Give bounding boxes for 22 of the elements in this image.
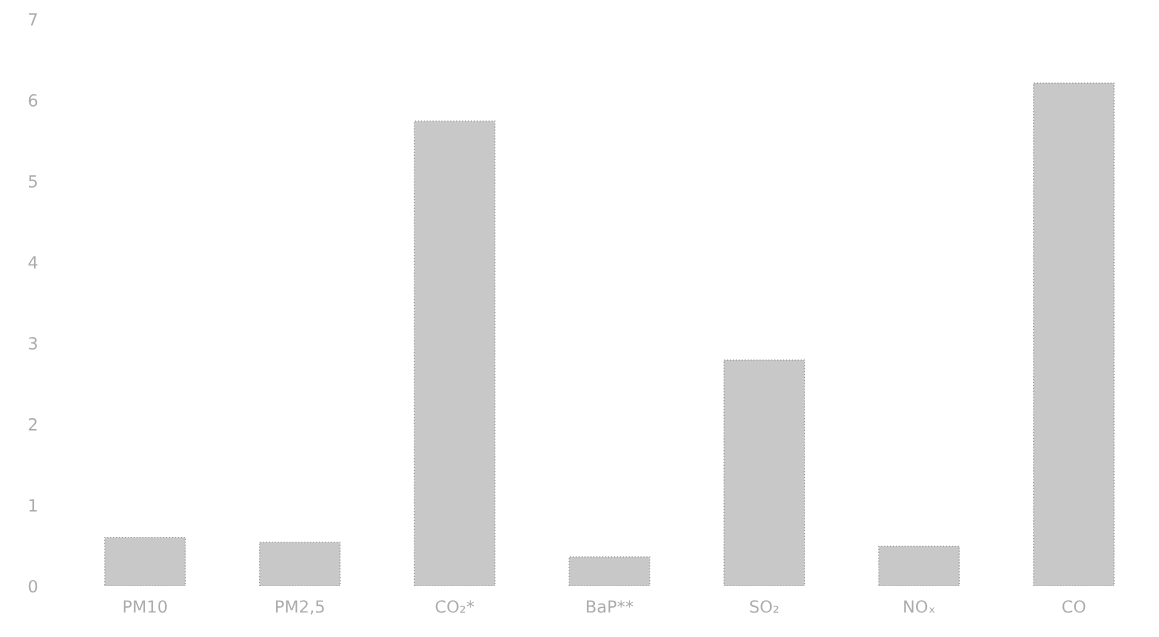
x-tick-label: NOₓ xyxy=(904,600,935,613)
bar xyxy=(1033,82,1115,587)
y-tick-label: 3 xyxy=(28,337,37,350)
y-tick-label: 4 xyxy=(28,256,38,269)
y-tick-label: 5 xyxy=(28,175,37,188)
x-tick-label: BaP** xyxy=(586,600,634,613)
y-tick-label: 6 xyxy=(28,94,38,107)
bar xyxy=(878,545,960,587)
x-tick-label: SO₂ xyxy=(750,600,779,613)
y-tick-label: 0 xyxy=(28,580,38,593)
x-tick-label: PM10 xyxy=(123,600,167,613)
bar xyxy=(568,556,651,587)
y-tick-label: 7 xyxy=(29,13,37,26)
bar xyxy=(413,120,496,587)
x-tick-label: PM2,5 xyxy=(276,600,324,615)
bar xyxy=(104,536,186,587)
bar xyxy=(259,541,341,587)
x-tick-label: CO₂* xyxy=(435,600,475,613)
x-tick-label: CO xyxy=(1062,600,1086,613)
y-tick-label: 2 xyxy=(28,418,37,431)
y-tick-label: 1 xyxy=(29,499,37,512)
bar xyxy=(723,359,806,587)
